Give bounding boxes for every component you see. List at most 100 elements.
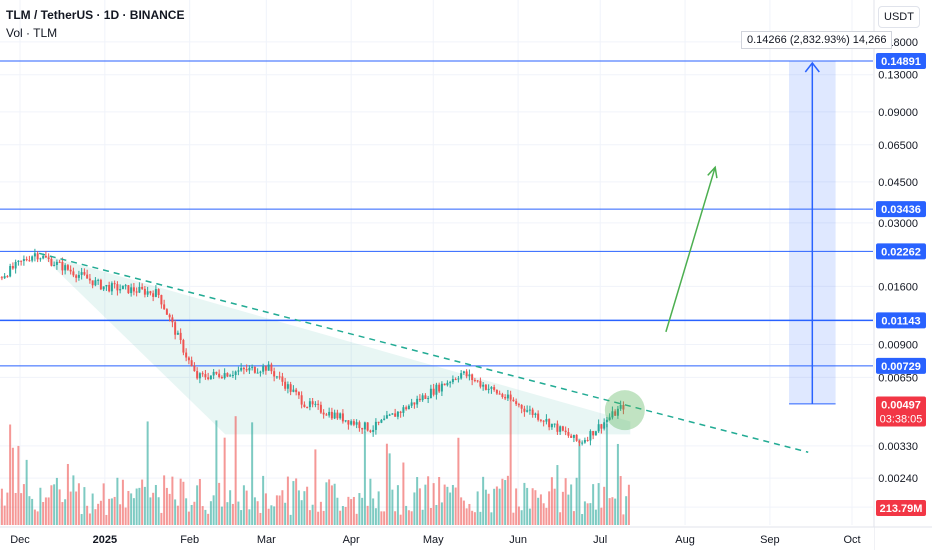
volume-bar — [47, 497, 50, 525]
currency-button[interactable]: USDT — [878, 6, 920, 28]
volume-bar — [347, 496, 350, 525]
volume-bar — [83, 487, 86, 525]
candle-body — [237, 370, 240, 372]
volume-bar — [341, 506, 344, 525]
volume-bar — [11, 447, 14, 525]
volume-bar — [72, 475, 75, 525]
volume-bar — [325, 482, 328, 525]
candle-body — [289, 384, 292, 392]
volume-legend[interactable]: Vol · TLM — [6, 26, 58, 40]
candle-body — [259, 371, 262, 373]
volume-bar — [592, 484, 595, 525]
candle-body — [578, 440, 581, 443]
volume-bar — [487, 493, 490, 525]
candle-body — [14, 261, 17, 269]
candle-body — [374, 421, 377, 430]
candle-body — [75, 275, 78, 278]
price-axis: 0.180000.130000.090000.065000.045000.030… — [873, 0, 932, 550]
volume-bar — [377, 491, 380, 525]
candle-body — [171, 317, 174, 323]
candle-body — [402, 407, 405, 413]
volume-bar — [0, 488, 3, 525]
volume-bar — [589, 503, 592, 525]
volume-bar — [363, 431, 366, 525]
candle-body — [69, 269, 72, 272]
time-tick-label: Mar — [257, 534, 276, 546]
volume-bar — [77, 483, 80, 525]
volume-bar — [97, 503, 100, 525]
candle-body — [83, 272, 86, 275]
volume-bar — [457, 437, 460, 525]
volume-bar — [182, 481, 185, 525]
volume-bar — [204, 509, 207, 525]
candle-body — [534, 413, 537, 415]
candle-body — [174, 322, 177, 335]
price-tick-label: 0.01600 — [878, 281, 918, 293]
volume-bar — [91, 493, 94, 525]
volume-bar — [130, 493, 133, 525]
volume-bar — [528, 508, 531, 525]
current-price-label: 0.00497 — [881, 400, 921, 412]
volume-bar — [471, 510, 474, 525]
candle-body — [314, 403, 317, 405]
candle-body — [297, 392, 300, 396]
candle-body — [223, 373, 226, 379]
grid — [0, 0, 873, 525]
volume-bar — [259, 512, 262, 525]
current-price-badge — [876, 396, 926, 427]
candle-body — [193, 366, 196, 372]
candle-body — [176, 332, 179, 335]
candle-body — [11, 266, 14, 269]
volume-bar — [616, 443, 619, 525]
volume-bar — [267, 508, 270, 525]
candle-body — [361, 428, 364, 430]
candle-body — [438, 384, 441, 392]
candle-body — [418, 398, 421, 401]
volume-bar — [28, 496, 31, 525]
volume-bar — [537, 497, 540, 525]
candle-body — [344, 420, 347, 422]
candle-body — [440, 383, 443, 392]
volume-bar — [245, 490, 248, 525]
volume-bar — [405, 505, 408, 525]
volume-bar — [594, 509, 597, 525]
level-price-badge — [876, 357, 926, 374]
volume-bar — [449, 492, 452, 525]
volume-bar — [619, 476, 622, 525]
candle-body — [341, 413, 344, 422]
candle-body — [325, 414, 328, 416]
candle-body — [443, 383, 446, 386]
price-tick-label: 0.00240 — [878, 473, 918, 485]
volume-bar — [157, 497, 160, 525]
candle-body — [498, 393, 501, 395]
symbol-title[interactable]: TLM / TetherUS · 1D · BINANCE — [6, 8, 185, 22]
time-tick-label: May — [423, 534, 444, 546]
volume-bar — [292, 481, 295, 525]
volume-bar — [275, 495, 278, 525]
volume-bar — [317, 511, 320, 525]
projection-arrow-head — [707, 165, 718, 179]
volume-bar — [53, 484, 56, 525]
volume-bar — [14, 492, 17, 525]
candle-body — [597, 424, 600, 432]
volume-bar — [171, 476, 174, 525]
volume-bar — [116, 477, 119, 525]
candle-body — [504, 396, 507, 399]
chart-header: TLM / TetherUS · 1D · BINANCE Vol · TLM — [6, 8, 184, 40]
candle-body — [72, 271, 75, 276]
candle-body — [355, 422, 358, 425]
volume-bar — [212, 495, 215, 525]
candle-body — [33, 253, 36, 257]
price-tick-label: 0.13000 — [878, 70, 918, 82]
volume-bar — [542, 503, 545, 525]
candle-body — [520, 404, 523, 409]
candle-body — [322, 412, 325, 415]
breakout-highlight — [604, 390, 645, 431]
candle-body — [570, 435, 573, 438]
volume-bar — [479, 511, 482, 525]
price-tick-label: 0.00900 — [878, 340, 918, 352]
volume-bar — [36, 511, 39, 525]
volume-bar — [127, 490, 130, 525]
candle-body — [622, 404, 625, 410]
